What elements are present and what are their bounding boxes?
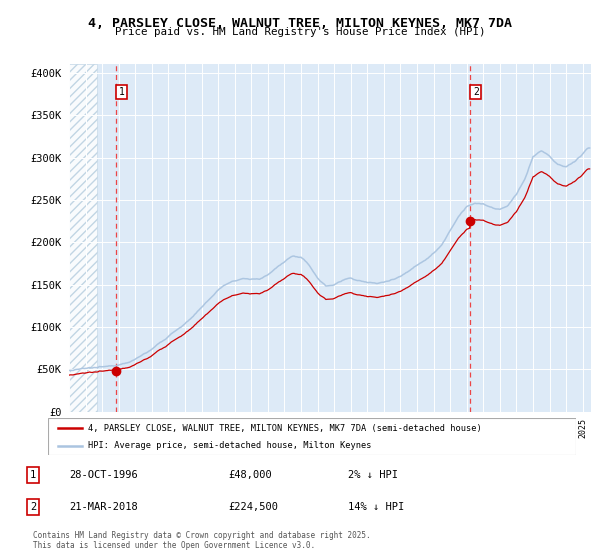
Text: 2: 2: [30, 502, 36, 512]
Text: £224,500: £224,500: [228, 502, 278, 512]
Text: 28-OCT-1996: 28-OCT-1996: [69, 470, 138, 480]
Text: 14% ↓ HPI: 14% ↓ HPI: [348, 502, 404, 512]
FancyBboxPatch shape: [48, 418, 576, 455]
Text: Contains HM Land Registry data © Crown copyright and database right 2025.
This d: Contains HM Land Registry data © Crown c…: [33, 531, 371, 550]
Text: 1: 1: [30, 470, 36, 480]
Text: HPI: Average price, semi-detached house, Milton Keynes: HPI: Average price, semi-detached house,…: [88, 441, 371, 450]
Text: Price paid vs. HM Land Registry's House Price Index (HPI): Price paid vs. HM Land Registry's House …: [115, 27, 485, 37]
Text: 4, PARSLEY CLOSE, WALNUT TREE, MILTON KEYNES, MK7 7DA (semi-detached house): 4, PARSLEY CLOSE, WALNUT TREE, MILTON KE…: [88, 424, 481, 433]
Text: 4, PARSLEY CLOSE, WALNUT TREE, MILTON KEYNES, MK7 7DA: 4, PARSLEY CLOSE, WALNUT TREE, MILTON KE…: [88, 17, 512, 30]
Text: 2: 2: [473, 87, 479, 97]
Text: 2% ↓ HPI: 2% ↓ HPI: [348, 470, 398, 480]
Text: 21-MAR-2018: 21-MAR-2018: [69, 502, 138, 512]
Text: 1: 1: [118, 87, 124, 97]
Text: £48,000: £48,000: [228, 470, 272, 480]
